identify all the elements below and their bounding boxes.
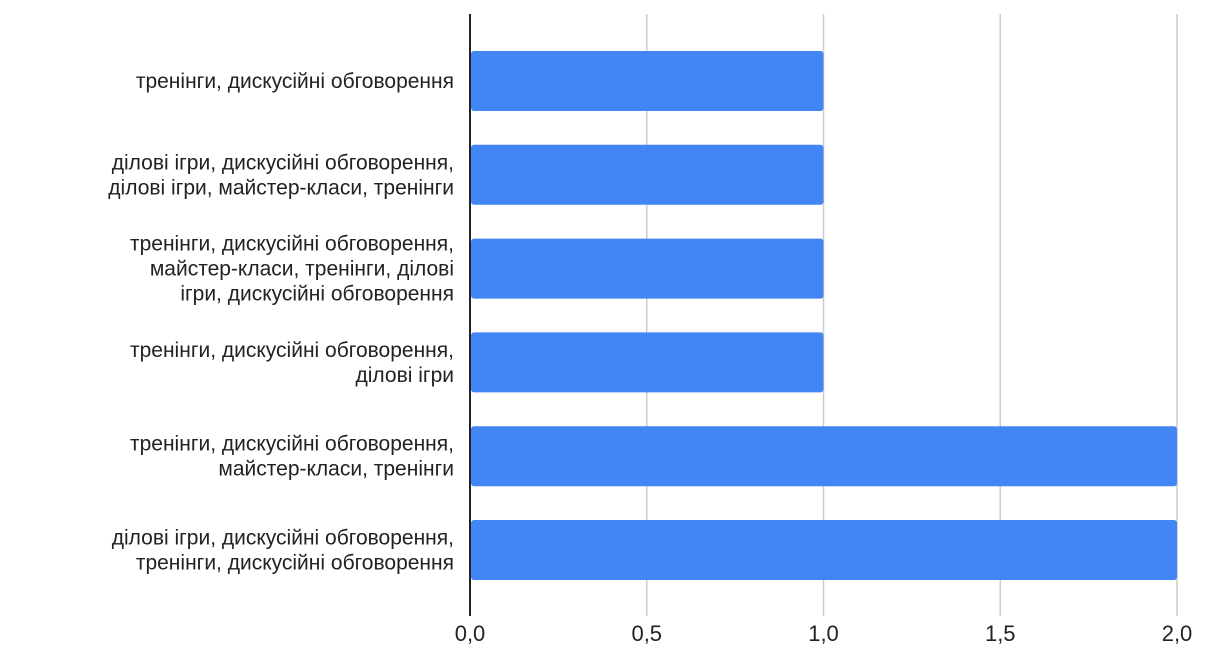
category-label-line: ділові ігри, дискусійні обговорення, <box>112 527 454 550</box>
category-label-line: ділові ігри, дискусійні обговорення, <box>112 151 454 174</box>
category-label: тренінги, дискусійні обговорення, ділові … <box>130 339 454 387</box>
category-label-line: ділові ігри <box>356 364 454 387</box>
category-label: тренінги, дискусійні обговорення <box>136 70 454 93</box>
bar <box>471 51 824 111</box>
x-tick-label: 1,5 <box>985 621 1016 646</box>
bar <box>471 426 1177 487</box>
category-label-line: тренінги, дискусійні обговорення, <box>130 433 454 456</box>
category-label: тренінги, дискусійні обговорення, майстер… <box>130 433 454 481</box>
x-tick-label: 0,5 <box>631 621 662 646</box>
bar <box>471 520 1177 580</box>
x-tick-label: 0,0 <box>455 621 486 646</box>
category-label-line: тренінги, дискусійні обговорення <box>136 70 454 93</box>
x-tick-label: 1,0 <box>808 621 839 646</box>
category-label-line: майстер-класи, тренінги, ділові <box>150 258 454 281</box>
category-label: ділові ігри, дискусійні обговорення, трен… <box>112 527 454 575</box>
x-tick-label: 2,0 <box>1162 621 1193 646</box>
category-label-line: майстер-класи, тренінги <box>218 458 454 481</box>
x-tick-labels: 0,0 0,5 1,0 1,5 2,0 <box>455 621 1193 646</box>
category-label: ділові ігри, дискусійні обговорення, діло… <box>108 151 454 199</box>
bar <box>471 332 824 393</box>
bar <box>471 144 824 205</box>
bar <box>471 238 824 299</box>
category-label: тренінги, дискусійні обговорення, майстер… <box>130 233 454 306</box>
category-label-line: тренінги, дискусійні обговорення, <box>130 233 454 256</box>
category-label-line: тренінги, дискусійні обговорення <box>136 552 454 575</box>
category-label-line: ділові ігри, майстер-класи, тренінги <box>108 176 454 199</box>
gridlines <box>646 14 1178 616</box>
bars <box>471 51 1177 580</box>
category-label-line: тренінги, дискусійні обговорення, <box>130 339 454 362</box>
category-label-line: ігри, дискусійні обговорення <box>180 283 454 306</box>
